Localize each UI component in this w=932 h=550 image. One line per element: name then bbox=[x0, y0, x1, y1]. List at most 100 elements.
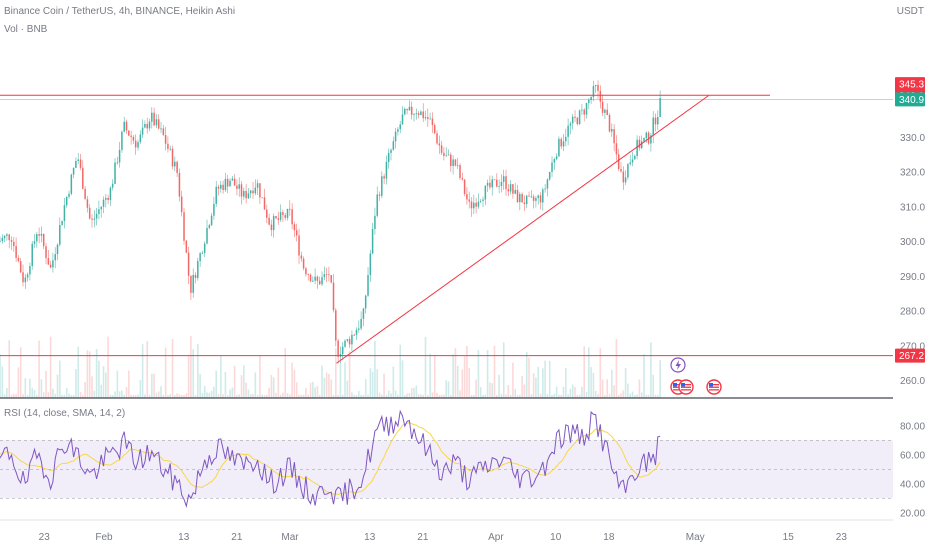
volume-bar-250 bbox=[571, 384, 574, 398]
candle-body-60 bbox=[134, 140, 137, 148]
candle-body-129 bbox=[293, 224, 296, 231]
rsi-tick-0: 80.00 bbox=[900, 421, 925, 432]
candle-body-68 bbox=[153, 112, 155, 126]
event-icons[interactable] bbox=[670, 357, 722, 395]
volume-bar-266 bbox=[608, 393, 611, 398]
time-label-9: 18 bbox=[603, 532, 615, 543]
volume-bar-157 bbox=[358, 391, 360, 398]
candle-body-96 bbox=[217, 186, 220, 189]
volume-bar-244 bbox=[558, 394, 560, 398]
us-flag-icon-1 bbox=[678, 379, 694, 395]
candle-body-138 bbox=[314, 276, 316, 281]
candle-body-2 bbox=[1, 237, 4, 242]
candle-body-175 bbox=[399, 124, 402, 130]
volume-bar-243 bbox=[555, 386, 558, 398]
candle-body-209 bbox=[477, 201, 480, 207]
candle-body-58 bbox=[130, 135, 132, 137]
candle-body-163 bbox=[371, 229, 374, 254]
volume-bar-94 bbox=[213, 386, 215, 398]
candle-body-12 bbox=[24, 277, 27, 283]
volume-bar-40 bbox=[88, 351, 91, 398]
volume-bar-241 bbox=[551, 394, 553, 398]
candle-body-271 bbox=[620, 168, 622, 172]
candle-body-121 bbox=[275, 216, 277, 219]
candle-body-189 bbox=[431, 118, 434, 126]
candle-body-148 bbox=[337, 340, 339, 357]
candle-body-285 bbox=[652, 117, 655, 136]
candle-body-59 bbox=[132, 136, 135, 141]
volume-bar-234 bbox=[535, 377, 537, 398]
candle-body-15 bbox=[31, 243, 34, 267]
candle-body-64 bbox=[144, 123, 146, 128]
volume-bar-41 bbox=[91, 376, 93, 398]
candle-body-136 bbox=[309, 274, 312, 282]
candle-body-82 bbox=[185, 240, 188, 253]
volume-bar-14 bbox=[29, 378, 31, 398]
volume-bar-102 bbox=[231, 387, 234, 398]
candle-body-89 bbox=[201, 252, 204, 254]
candle-body-145 bbox=[330, 275, 333, 283]
volume-bar-240 bbox=[548, 360, 551, 398]
volume-bar-65 bbox=[146, 341, 149, 398]
candle-body-178 bbox=[406, 108, 408, 111]
volume-bar-130 bbox=[295, 382, 298, 398]
candle-body-216 bbox=[493, 179, 496, 181]
candle-body-1 bbox=[0, 241, 1, 242]
volume-bar-140 bbox=[318, 394, 321, 398]
time-label-6: 21 bbox=[417, 532, 429, 543]
candle-body-258 bbox=[590, 97, 592, 100]
candle-body-92 bbox=[208, 225, 211, 228]
volume-bar-288 bbox=[659, 360, 661, 398]
volume-bar-180 bbox=[410, 388, 413, 398]
volume-bar-96 bbox=[217, 393, 220, 398]
volume-bar-190 bbox=[433, 354, 436, 398]
drawing-lines[interactable] bbox=[0, 94, 893, 364]
candle-body-180 bbox=[410, 106, 413, 115]
candle-body-139 bbox=[316, 276, 319, 281]
volume-bar-279 bbox=[638, 379, 641, 398]
volume-bar-222 bbox=[507, 385, 510, 398]
volume-bar-153 bbox=[348, 351, 351, 398]
price-badge-2 bbox=[895, 92, 925, 107]
candle-body-165 bbox=[376, 194, 379, 216]
volume-bar-111 bbox=[252, 394, 254, 398]
volume-bar-58 bbox=[130, 394, 132, 398]
price-tick-7: 260.0 bbox=[900, 376, 925, 387]
candle-body-184 bbox=[420, 111, 422, 116]
candle-body-104 bbox=[236, 185, 238, 189]
volume-bar-204 bbox=[466, 345, 468, 398]
volume-bar-99 bbox=[224, 371, 227, 398]
volume-bar-230 bbox=[525, 351, 528, 398]
candle-body-140 bbox=[318, 280, 321, 285]
volume-bar-280 bbox=[640, 392, 643, 398]
volume-bar-31 bbox=[68, 393, 70, 398]
candle-body-155 bbox=[353, 334, 356, 336]
volume-bar-211 bbox=[482, 394, 484, 398]
volume-bar-216 bbox=[493, 345, 496, 398]
volume-bar-271 bbox=[620, 393, 622, 398]
volume-bar-254 bbox=[581, 386, 583, 398]
candle-body-201 bbox=[459, 165, 461, 179]
volume-bar-104 bbox=[236, 394, 238, 398]
candle-body-262 bbox=[599, 90, 602, 102]
candle-body-122 bbox=[277, 218, 280, 220]
candle-body-124 bbox=[282, 212, 284, 216]
candle-body-105 bbox=[238, 184, 241, 189]
candle-body-70 bbox=[157, 119, 160, 129]
volume-bar-246 bbox=[562, 386, 565, 398]
candle-body-232 bbox=[530, 196, 533, 198]
volume-bar-43 bbox=[95, 349, 98, 398]
volume-bar-115 bbox=[261, 394, 264, 398]
volume-bar-132 bbox=[300, 394, 303, 398]
volume-bar-5 bbox=[8, 340, 11, 398]
volume-bar-193 bbox=[440, 394, 443, 398]
candle-body-111 bbox=[252, 190, 254, 194]
candle-body-161 bbox=[367, 275, 369, 296]
volume-bar-84 bbox=[190, 335, 192, 398]
volume-bar-257 bbox=[588, 347, 590, 398]
candle-body-52 bbox=[116, 162, 119, 164]
volume-bar-19 bbox=[40, 379, 43, 398]
candle-body-95 bbox=[215, 186, 218, 204]
candle-body-97 bbox=[220, 184, 222, 189]
